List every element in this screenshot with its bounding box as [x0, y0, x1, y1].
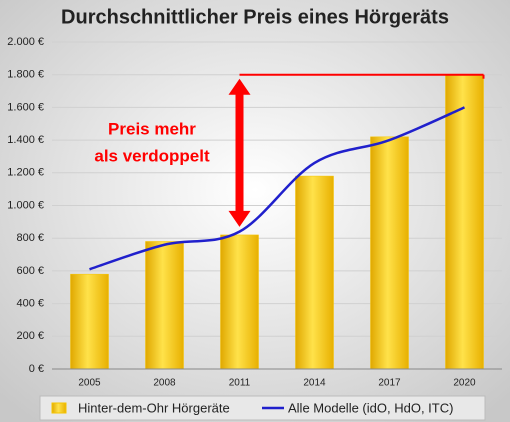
- y-tick-label: 1.600 €: [7, 101, 44, 113]
- y-tick-label: 1.200 €: [7, 167, 44, 179]
- y-tick-label: 400 €: [16, 298, 44, 310]
- annotation-arrow: [228, 210, 251, 227]
- y-tick-label: 600 €: [16, 265, 44, 277]
- y-tick-label: 800 €: [16, 232, 44, 244]
- bar: [370, 136, 409, 370]
- x-tick-label: 2005: [78, 378, 101, 389]
- y-tick-label: 2.000 €: [7, 36, 44, 48]
- y-tick-label: 0 €: [29, 363, 44, 375]
- y-tick-label: 1.800 €: [7, 69, 44, 81]
- line: [89, 106, 465, 271]
- annotation-arrow: [228, 78, 251, 95]
- bar: [295, 175, 334, 370]
- y-tick-label: 1.400 €: [7, 134, 44, 146]
- chart-title: Durchschnittlicher Preis eines Hörgeräts: [61, 6, 449, 28]
- annotation: Preis mehr: [108, 119, 196, 138]
- bar: [220, 234, 259, 370]
- y-tick-label: 1.000 €: [7, 199, 44, 211]
- legend-label: Alle Modelle (idO, HdO, ITC): [288, 400, 453, 415]
- x-tick-label: 2011: [229, 378, 251, 389]
- bar: [145, 241, 184, 370]
- bar: [70, 273, 109, 370]
- y-tick-label: 200 €: [16, 330, 44, 342]
- x-tick-label: 2020: [453, 378, 476, 389]
- annotation-arrow: [235, 92, 244, 213]
- x-tick-label: 2008: [153, 378, 176, 389]
- x-tick-label: 2014: [303, 378, 326, 389]
- legend-label: Hinter-dem-Ohr Hörgeräte: [78, 400, 230, 415]
- x-tick-label: 2017: [378, 378, 401, 389]
- legend-swatch: [51, 402, 67, 414]
- bar: [445, 74, 484, 370]
- annotation: als verdoppelt: [94, 146, 210, 165]
